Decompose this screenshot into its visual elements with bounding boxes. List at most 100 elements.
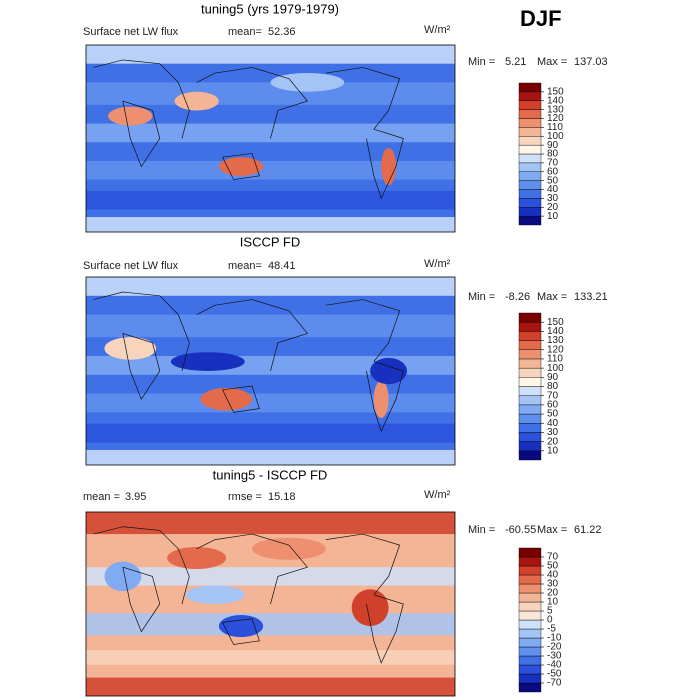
colorbar-label: 30 <box>547 579 559 590</box>
map-band <box>86 512 455 535</box>
colorbar-box <box>518 673 542 684</box>
colorbar-box <box>518 162 542 172</box>
colorbar-label: -20 <box>547 642 562 653</box>
map-field <box>86 512 455 696</box>
map-band <box>86 82 455 105</box>
colorbar-box <box>518 395 542 406</box>
panel-title: ISCCP FD <box>240 234 300 249</box>
colorbar-label: 110 <box>547 122 563 133</box>
max-value: 133.21 <box>574 291 608 303</box>
colorbar-label: 40 <box>547 418 559 429</box>
colorbar-label: -70 <box>547 678 562 689</box>
colorbar-label: -30 <box>547 651 562 662</box>
max-label: Max = <box>537 56 567 68</box>
colorbar-label: 20 <box>547 202 559 213</box>
min-label: Min = <box>468 56 495 68</box>
colorbar-box <box>518 441 542 452</box>
colorbar-box <box>518 423 542 433</box>
coastline <box>325 533 401 596</box>
colorbar-box <box>518 109 542 119</box>
map-blob <box>185 585 245 604</box>
colorbar-box <box>518 547 542 558</box>
stat-value: 3.95 <box>125 491 146 503</box>
map-band <box>86 393 455 413</box>
colorbar-box <box>518 207 542 217</box>
map-band <box>86 277 455 296</box>
panel-title: tuning5 (yrs 1979-1979) <box>201 1 339 16</box>
colorbar-label: 40 <box>547 570 559 581</box>
colorbar-label: 20 <box>547 588 559 599</box>
colorbar-label: 20 <box>547 436 559 447</box>
map-frame <box>85 276 456 466</box>
colorbar-label: 90 <box>547 140 559 151</box>
colorbar-box <box>518 321 542 332</box>
colorbar-label: 110 <box>547 354 563 365</box>
colorbar-box <box>518 331 542 341</box>
colorbar-box <box>518 340 542 350</box>
colorbar-box <box>518 682 542 693</box>
units: W/m² <box>424 24 451 36</box>
colorbar-box <box>518 413 542 424</box>
map-blob <box>370 357 408 385</box>
map-band <box>86 45 455 64</box>
colorbar-box <box>518 136 542 146</box>
colorbar-box <box>518 377 542 387</box>
colorbar-box <box>518 592 542 603</box>
colorbar-label: 130 <box>547 335 564 346</box>
colorbar-box <box>518 153 542 164</box>
colorbar-box <box>518 198 542 208</box>
map-blob <box>174 91 219 111</box>
coastline <box>196 533 309 605</box>
max-label: Max = <box>537 524 567 536</box>
stat-value: 52.36 <box>268 26 296 38</box>
map-band <box>86 160 455 180</box>
panel-title: tuning5 - ISCCP FD <box>213 467 328 482</box>
stat-value: 15.18 <box>268 491 296 503</box>
colorbar-box <box>518 619 542 630</box>
map-band <box>86 677 455 696</box>
units: W/m² <box>424 258 451 270</box>
max-value: 61.22 <box>574 524 602 536</box>
season-label: DJF <box>520 6 562 31</box>
colorbar-label: 60 <box>547 400 559 411</box>
coastline <box>325 299 401 362</box>
map-field <box>86 45 455 232</box>
colorbar-label: 130 <box>547 104 564 115</box>
colorbar-box <box>518 144 542 155</box>
colorbar-box <box>518 171 542 181</box>
map-blob <box>104 337 157 360</box>
coastline <box>366 128 404 200</box>
colorbar-label: 30 <box>547 193 559 204</box>
coastline <box>122 332 161 400</box>
coastline <box>93 291 190 372</box>
coastline <box>366 361 404 433</box>
colorbar-label: 50 <box>547 409 559 420</box>
colorbar-label: 120 <box>547 113 564 124</box>
colorbar-box <box>518 100 542 110</box>
colorbar-label: 70 <box>547 390 559 401</box>
min-label: Min = <box>468 524 495 536</box>
max-value: 137.03 <box>574 56 608 68</box>
stat-label: mean= <box>228 26 262 38</box>
map-blob <box>218 157 264 176</box>
colorbar-box <box>518 556 542 567</box>
colorbar-box <box>518 637 542 648</box>
colorbar-box <box>518 610 542 621</box>
colorbar-label: 150 <box>547 317 564 328</box>
colorbar-label: 50 <box>547 175 559 186</box>
map-band <box>86 423 455 443</box>
colorbar-label: 60 <box>547 166 559 177</box>
min-label: Min = <box>468 291 495 303</box>
coastline <box>366 594 404 664</box>
map-band <box>86 449 455 465</box>
colorbar-label: 120 <box>547 344 564 355</box>
stat-label: rmse = <box>228 491 262 503</box>
colorbar-label: 90 <box>547 372 559 383</box>
min-value: -60.55 <box>505 524 536 536</box>
colorbar-label: 80 <box>547 381 559 392</box>
colorbar-label: 10 <box>547 211 559 222</box>
min-value: 5.21 <box>505 56 526 68</box>
map-blob <box>167 546 227 570</box>
colorbar-label: 80 <box>547 149 559 160</box>
